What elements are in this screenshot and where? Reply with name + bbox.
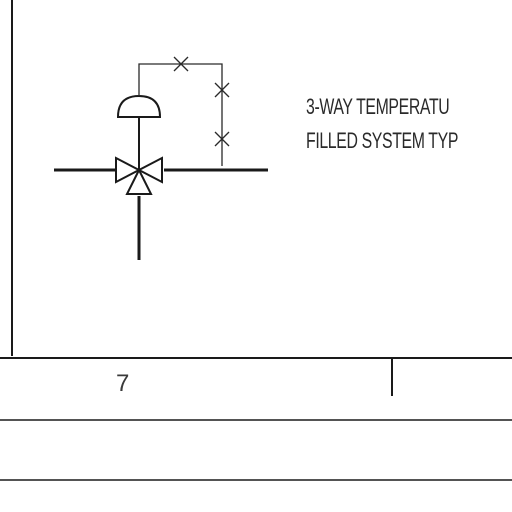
description-line-2: FILLED SYSTEM TYP <box>306 128 459 153</box>
valve-left-port <box>115 156 142 184</box>
actuator-dome-icon <box>116 94 162 118</box>
capillary-marks <box>173 56 230 147</box>
three-way-valve-icon <box>115 156 163 195</box>
valve-right-port <box>136 156 163 184</box>
capillary-x-mark <box>214 131 230 147</box>
capillary-x-mark <box>173 56 189 72</box>
capillary-x-mark <box>214 82 230 98</box>
description-line-1: 3-WAY TEMPERATU <box>306 94 450 119</box>
valve-bottom-port <box>125 167 153 195</box>
title-block-cell-number: 7 <box>116 370 130 397</box>
